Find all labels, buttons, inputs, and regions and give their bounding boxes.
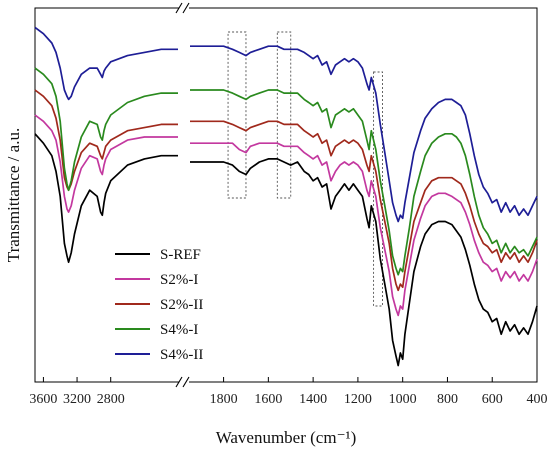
x-tick-label: 2800: [97, 392, 125, 407]
x-tick-label: 1000: [389, 392, 417, 407]
legend: S-REF S2%-I S2%-II S4%-I S4%-II: [115, 247, 203, 363]
plot-frame: [34, 7, 538, 383]
x-tick-label: 600: [482, 392, 503, 407]
series-line: [190, 120, 538, 292]
series-line: [34, 89, 178, 192]
highlight-regions: [227, 31, 383, 307]
break-mark: [182, 376, 190, 388]
series-line: [190, 142, 538, 317]
series-line: [190, 45, 538, 223]
axis-break-marks: [175, 2, 190, 388]
series-line: [190, 89, 538, 276]
series-line: [34, 133, 178, 264]
highlight-box: [276, 31, 292, 199]
break-mark: [182, 2, 190, 14]
highlight-box: [227, 31, 247, 199]
spectra-lines: [34, 26, 538, 367]
break-mark: [175, 376, 183, 388]
x-axis-title: Wavenumber (cm⁻¹): [216, 428, 357, 447]
series-line: [34, 114, 178, 213]
series-line: [190, 158, 538, 367]
x-tick-label: 400: [527, 392, 548, 407]
break-gap-top: [179, 4, 189, 12]
x-tick-label: 3200: [63, 392, 91, 407]
x-tick-label: 1600: [254, 392, 282, 407]
x-tick-label: 1400: [299, 392, 327, 407]
legend-label: S4%-II: [160, 347, 203, 363]
legend-label: S2%-I: [160, 272, 198, 288]
break-mark: [175, 2, 183, 14]
x-tick-label: 3600: [29, 392, 57, 407]
y-axis-title: Transmittance / a.u.: [4, 128, 23, 262]
x-tick-label: 800: [437, 392, 458, 407]
legend-label: S-REF: [160, 247, 201, 263]
x-axis-ticks: 3600 3200 2800 1800 1600 1400 1200 1000 800 600 40…: [29, 377, 548, 407]
x-tick-label: 1800: [210, 392, 238, 407]
break-gap: [179, 376, 189, 386]
series-line: [34, 67, 178, 192]
x-tick-label: 1200: [344, 392, 372, 407]
series-line: [34, 26, 178, 101]
legend-label: S4%-I: [160, 322, 198, 338]
legend-label: S2%-II: [160, 297, 203, 313]
